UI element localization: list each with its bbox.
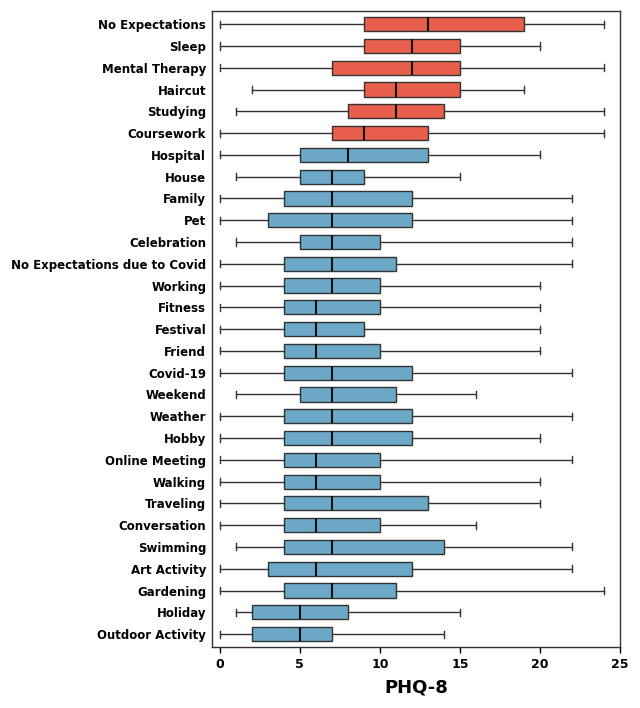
PathPatch shape	[284, 257, 396, 271]
PathPatch shape	[284, 496, 428, 510]
PathPatch shape	[252, 627, 332, 641]
PathPatch shape	[364, 82, 460, 96]
PathPatch shape	[284, 322, 364, 336]
PathPatch shape	[300, 148, 428, 162]
PathPatch shape	[284, 540, 444, 554]
PathPatch shape	[364, 39, 460, 53]
PathPatch shape	[284, 452, 380, 467]
PathPatch shape	[268, 213, 412, 227]
PathPatch shape	[284, 278, 380, 292]
X-axis label: PHQ-8: PHQ-8	[384, 679, 448, 697]
PathPatch shape	[252, 605, 348, 620]
PathPatch shape	[332, 126, 428, 140]
PathPatch shape	[268, 561, 412, 576]
PathPatch shape	[284, 191, 412, 205]
PathPatch shape	[284, 365, 412, 379]
PathPatch shape	[300, 387, 396, 401]
PathPatch shape	[284, 583, 396, 598]
PathPatch shape	[284, 474, 380, 489]
PathPatch shape	[284, 409, 412, 423]
PathPatch shape	[300, 235, 380, 249]
PathPatch shape	[300, 170, 364, 184]
PathPatch shape	[364, 17, 524, 31]
PathPatch shape	[284, 431, 412, 445]
PathPatch shape	[284, 518, 380, 532]
PathPatch shape	[284, 300, 380, 314]
PathPatch shape	[332, 61, 460, 75]
PathPatch shape	[284, 344, 380, 358]
PathPatch shape	[348, 104, 444, 118]
